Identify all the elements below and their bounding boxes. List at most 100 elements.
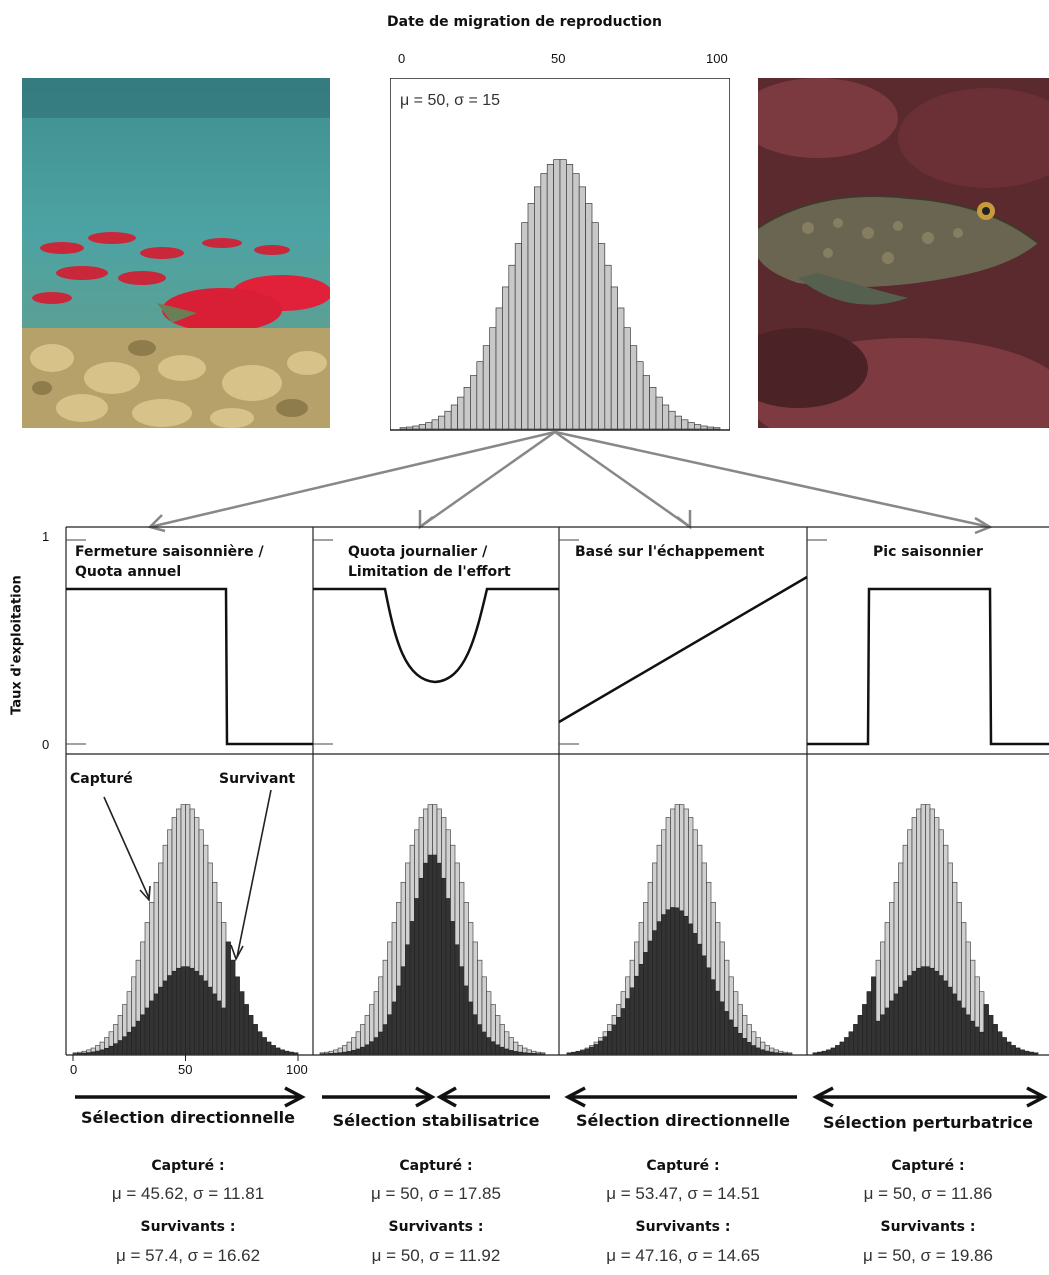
survivor-bar: [643, 952, 649, 1055]
top-histogram-svg: μ = 50, σ = 15: [389, 77, 731, 431]
survivor-bar: [580, 1050, 586, 1055]
top-hist-bar: [713, 427, 721, 430]
policy-curve-seasonal-peak: [807, 587, 1049, 746]
survivor-bar: [77, 1053, 83, 1055]
arrow-to-panel-1: [149, 430, 556, 529]
captured-header-1: Capturé :: [151, 1158, 225, 1174]
survivor-bar: [566, 1052, 572, 1055]
survivor-bar: [248, 1015, 254, 1055]
policy-title-2a: Quota journalier /: [348, 544, 488, 560]
survivor-bar: [593, 1044, 599, 1055]
policy-title-2b: Limitation de l'effort: [348, 564, 511, 580]
survivor-bar: [746, 1042, 752, 1055]
survivor-bar: [360, 1046, 366, 1055]
survivor-bar: [956, 1000, 962, 1055]
survivor-bar: [764, 1050, 770, 1055]
survivor-bar: [117, 1040, 123, 1055]
survivor-bar: [261, 1037, 267, 1055]
survivor-bar: [742, 1038, 748, 1055]
survivor-bar: [902, 980, 908, 1055]
survivor-bar: [880, 1014, 886, 1055]
survivor-bar: [844, 1037, 850, 1055]
survivor-bar: [243, 1004, 249, 1055]
survivor-bar: [773, 1052, 779, 1055]
survivor-bar: [647, 940, 653, 1055]
survivor-bar: [1024, 1050, 1030, 1055]
selection-label-4: Sélection perturbatrice: [822, 1113, 1033, 1132]
survivor-bar: [508, 1050, 514, 1055]
policy-title-1a: Fermeture saisonnière /: [75, 544, 264, 560]
arrow-to-panel-4: [554, 430, 991, 529]
survivor-bar: [839, 1041, 845, 1055]
survivor-bar: [203, 980, 209, 1055]
top-histogram-params: μ = 50, σ = 15: [400, 92, 500, 109]
bottom-tick-0: 0: [70, 1062, 78, 1077]
survivor-bar: [108, 1045, 114, 1055]
survivor-bar: [679, 910, 685, 1055]
survivor-bar: [337, 1052, 343, 1055]
survivor-bar: [866, 991, 872, 1055]
survivor-bar: [113, 1043, 119, 1055]
survivor-bar: [382, 1024, 388, 1055]
survivor-bar: [378, 1031, 384, 1055]
top-hist-tick-label: 0: [398, 51, 406, 66]
survivor-bar: [638, 963, 644, 1055]
survivor-bar: [293, 1052, 299, 1055]
survivor-bar: [737, 1033, 743, 1055]
selection-arrow-head: [415, 1086, 436, 1108]
survivor-bar: [875, 1020, 881, 1055]
survivor-bar: [970, 1020, 976, 1055]
survivor-bar: [889, 1000, 895, 1055]
survivor-bar: [477, 1024, 483, 1055]
survivor-pointer: [236, 789, 272, 958]
survivor-bar: [207, 986, 213, 1055]
survivor-bar: [884, 1007, 890, 1055]
survivor-bar: [979, 1031, 985, 1055]
survivor-bar: [719, 1001, 725, 1055]
selection-label-1: Sélection directionnelle: [80, 1108, 296, 1127]
survivor-bar: [733, 1026, 739, 1055]
survivor-bar: [634, 975, 640, 1055]
captured-header-3: Capturé :: [646, 1158, 720, 1174]
survivor-bar: [396, 985, 402, 1055]
survivor-bar: [683, 915, 689, 1055]
survivor-bar: [898, 986, 904, 1055]
survivor-bar: [176, 967, 182, 1055]
arrow-to-panel-3: [554, 430, 691, 529]
survivor-bar: [589, 1046, 595, 1055]
captured-stats-2: μ = 50, σ = 17.85: [371, 1184, 501, 1203]
survivor-bar: [239, 991, 245, 1055]
survivor-bar: [270, 1045, 276, 1055]
survivor-bar: [751, 1045, 757, 1055]
survivor-bar: [871, 976, 877, 1055]
arrow-to-panel-2: [419, 430, 556, 529]
survivor-bar: [607, 1031, 613, 1055]
selection-arrow-head: [564, 1086, 586, 1108]
survivor-bar: [652, 930, 658, 1055]
survivor-bar: [468, 1001, 474, 1055]
survivor-bar: [234, 976, 240, 1055]
survivor-bar: [697, 943, 703, 1055]
survivor-bar: [629, 987, 635, 1055]
survivors-header-4: Survivants :: [880, 1219, 976, 1235]
survivor-bar: [598, 1040, 604, 1055]
survivor-bar: [710, 979, 716, 1055]
survivor-bar: [454, 944, 460, 1055]
policy-title-3: Basé sur l'échappement: [575, 544, 765, 560]
survivors-stats-4: μ = 50, σ = 19.86: [863, 1246, 993, 1265]
survivor-bar: [391, 1001, 397, 1055]
survivor-bar: [992, 1024, 998, 1055]
survivors-header-2: Survivants :: [388, 1219, 484, 1235]
survivor-bar: [144, 1007, 150, 1055]
survivor-bar: [90, 1051, 96, 1055]
survivor-bar: [665, 909, 671, 1055]
survivor-bar: [812, 1052, 818, 1055]
survivor-bar: [670, 907, 676, 1055]
survivor-bar: [104, 1047, 110, 1055]
survivor-bar: [369, 1041, 375, 1055]
survivor-bar: [893, 993, 899, 1055]
captured-header-4: Capturé :: [891, 1158, 965, 1174]
survivor-bar: [862, 1004, 868, 1055]
survivor-bar: [692, 933, 698, 1055]
survivors-header-3: Survivants :: [635, 1219, 731, 1235]
